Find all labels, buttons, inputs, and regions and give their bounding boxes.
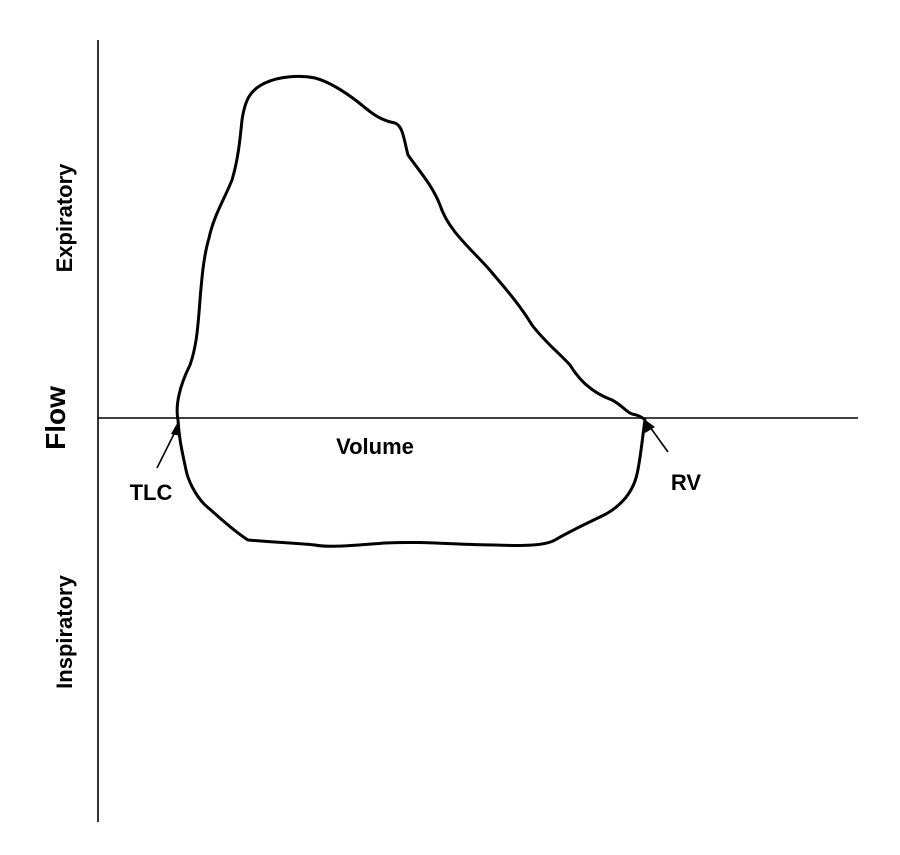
- rv-label: RV: [671, 470, 701, 495]
- expiratory-label: Expiratory: [52, 163, 77, 273]
- tlc-arrowhead: [171, 420, 181, 436]
- inspiratory-label: Inspiratory: [52, 574, 77, 688]
- volume-label: Volume: [336, 434, 414, 459]
- tlc-arrow: [156, 427, 178, 469]
- flow-volume-loop: [175, 74, 647, 548]
- flow-label: Flow: [40, 386, 71, 450]
- rv-arrowhead: [644, 419, 655, 433]
- rv-arrow: [649, 426, 669, 453]
- tlc-label: TLC: [130, 480, 173, 505]
